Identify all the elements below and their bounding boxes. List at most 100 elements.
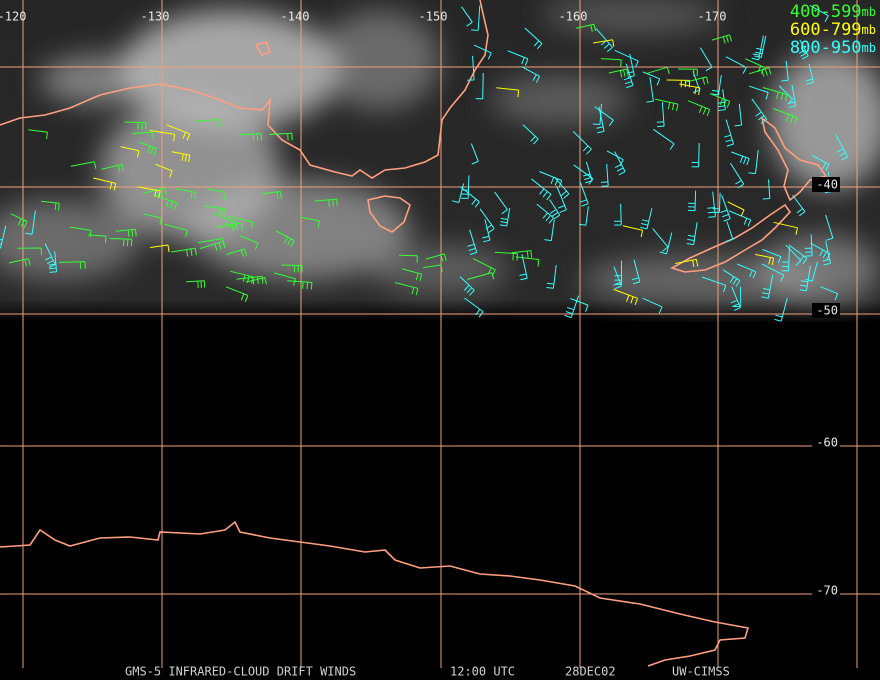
wind-barb — [707, 191, 716, 218]
wind-barb — [58, 261, 86, 269]
wind-barb — [17, 247, 42, 256]
grid-labels: -120 -130 -140 -150 -160 -170 -40 -50 -60 -70 — [0, 10, 840, 598]
wind-barb — [171, 151, 191, 163]
wind-barb — [761, 275, 774, 299]
wind-barb — [720, 194, 731, 222]
wind-barb — [8, 258, 31, 267]
wind-barb — [687, 190, 697, 212]
wind-barb — [556, 185, 567, 213]
footer: GMS-5 INFRARED-CLOUD DRIFT WINDS 12:00 U… — [125, 665, 730, 679]
wind-barb — [536, 203, 554, 224]
wind-barb — [261, 191, 282, 199]
wind-barb — [199, 241, 226, 251]
wind-barb — [164, 223, 188, 238]
wind-barb — [792, 194, 806, 217]
wind-barb — [666, 79, 690, 88]
latitude-label: -50 — [816, 304, 838, 318]
wind-barb — [623, 63, 634, 89]
wind-barb — [195, 119, 221, 127]
footer-source: UW-CIMSS — [672, 665, 730, 679]
longitude-label: -140 — [281, 10, 310, 24]
wind-barb — [631, 259, 641, 285]
longitude-label: -150 — [419, 10, 448, 24]
wind-barb — [101, 163, 125, 173]
wind-barb — [203, 205, 225, 216]
wind-barb — [754, 35, 767, 58]
latitude-label-bg — [812, 583, 840, 598]
wind-barb — [496, 87, 520, 98]
longitude-label: -160 — [559, 10, 588, 24]
wind-barb — [646, 77, 654, 103]
legend-entry: 800-950mb — [790, 38, 876, 58]
legend-entry: 600-799mb — [790, 20, 876, 40]
latitude-label-bg — [812, 435, 840, 450]
no-data-area — [0, 322, 880, 680]
footer-product: GMS-5 INFRARED-CLOUD DRIFT WINDS — [125, 665, 356, 679]
wind-barb — [600, 163, 609, 187]
wind-barb — [28, 129, 48, 140]
wind-barb — [171, 247, 197, 257]
wind-barb — [731, 151, 750, 166]
wind-barb — [642, 297, 663, 314]
wind-barb — [659, 232, 673, 255]
wind-barb — [652, 228, 669, 252]
wind-barb — [781, 246, 790, 272]
legend-range: 800-950 — [790, 38, 862, 58]
latitude-label-bg — [812, 303, 840, 318]
wind-barb — [268, 132, 293, 141]
wind-barb — [549, 199, 561, 220]
wind-barb — [564, 295, 579, 319]
wind-barb — [459, 276, 475, 296]
wind-barb — [555, 177, 570, 199]
clouds — [0, 0, 880, 305]
wind-barb — [820, 286, 839, 301]
coastlines — [0, 0, 828, 667]
wind-barb — [711, 75, 722, 96]
coast-nz-south — [669, 203, 792, 273]
wind-barb — [773, 221, 798, 235]
wind-barb — [699, 47, 713, 72]
wind-barb — [499, 207, 511, 227]
wind-barb — [778, 85, 794, 105]
wind-barb — [762, 179, 771, 200]
wind-barb — [44, 243, 56, 268]
wind-barb — [762, 87, 788, 102]
coast-tasmania — [367, 195, 411, 233]
wind-barb — [155, 163, 173, 178]
wind-barb — [723, 119, 734, 147]
wind-barb — [115, 228, 137, 237]
wind-barb — [239, 235, 259, 250]
wind-barb — [761, 263, 785, 282]
latitude-label: -60 — [816, 436, 838, 450]
wind-barb — [799, 265, 811, 292]
wind-barb — [519, 254, 528, 281]
wind-barb — [614, 203, 622, 226]
wind-barb — [226, 248, 248, 257]
wind-barb — [749, 85, 769, 100]
wind-barb — [120, 146, 140, 158]
wind-barb — [678, 68, 698, 77]
wind-barb — [124, 121, 147, 130]
wind-barbs — [0, 4, 849, 322]
wind-barb — [150, 244, 170, 252]
footer-time: 12:00 UTC — [450, 665, 515, 679]
wind-barb — [762, 249, 782, 264]
latitude-label: -70 — [816, 584, 838, 598]
wind-barb — [142, 187, 167, 197]
footer-date: 28DEC02 — [565, 665, 616, 679]
wind-barb — [723, 269, 741, 287]
wind-barb — [236, 275, 264, 285]
wind-barb — [521, 66, 541, 83]
wind-barb — [579, 181, 589, 207]
wind-barb — [811, 154, 830, 171]
wind-barb — [275, 230, 295, 247]
wind-barb — [573, 164, 594, 185]
legend-entry: 400-599mb — [790, 2, 876, 22]
wind-barb — [653, 128, 675, 150]
wind-barb — [774, 297, 788, 322]
wind-barb — [755, 253, 775, 266]
wind-barb — [725, 221, 734, 242]
coast-antarctica — [0, 520, 750, 667]
wind-barb — [751, 35, 764, 61]
wind-barb — [464, 297, 484, 318]
